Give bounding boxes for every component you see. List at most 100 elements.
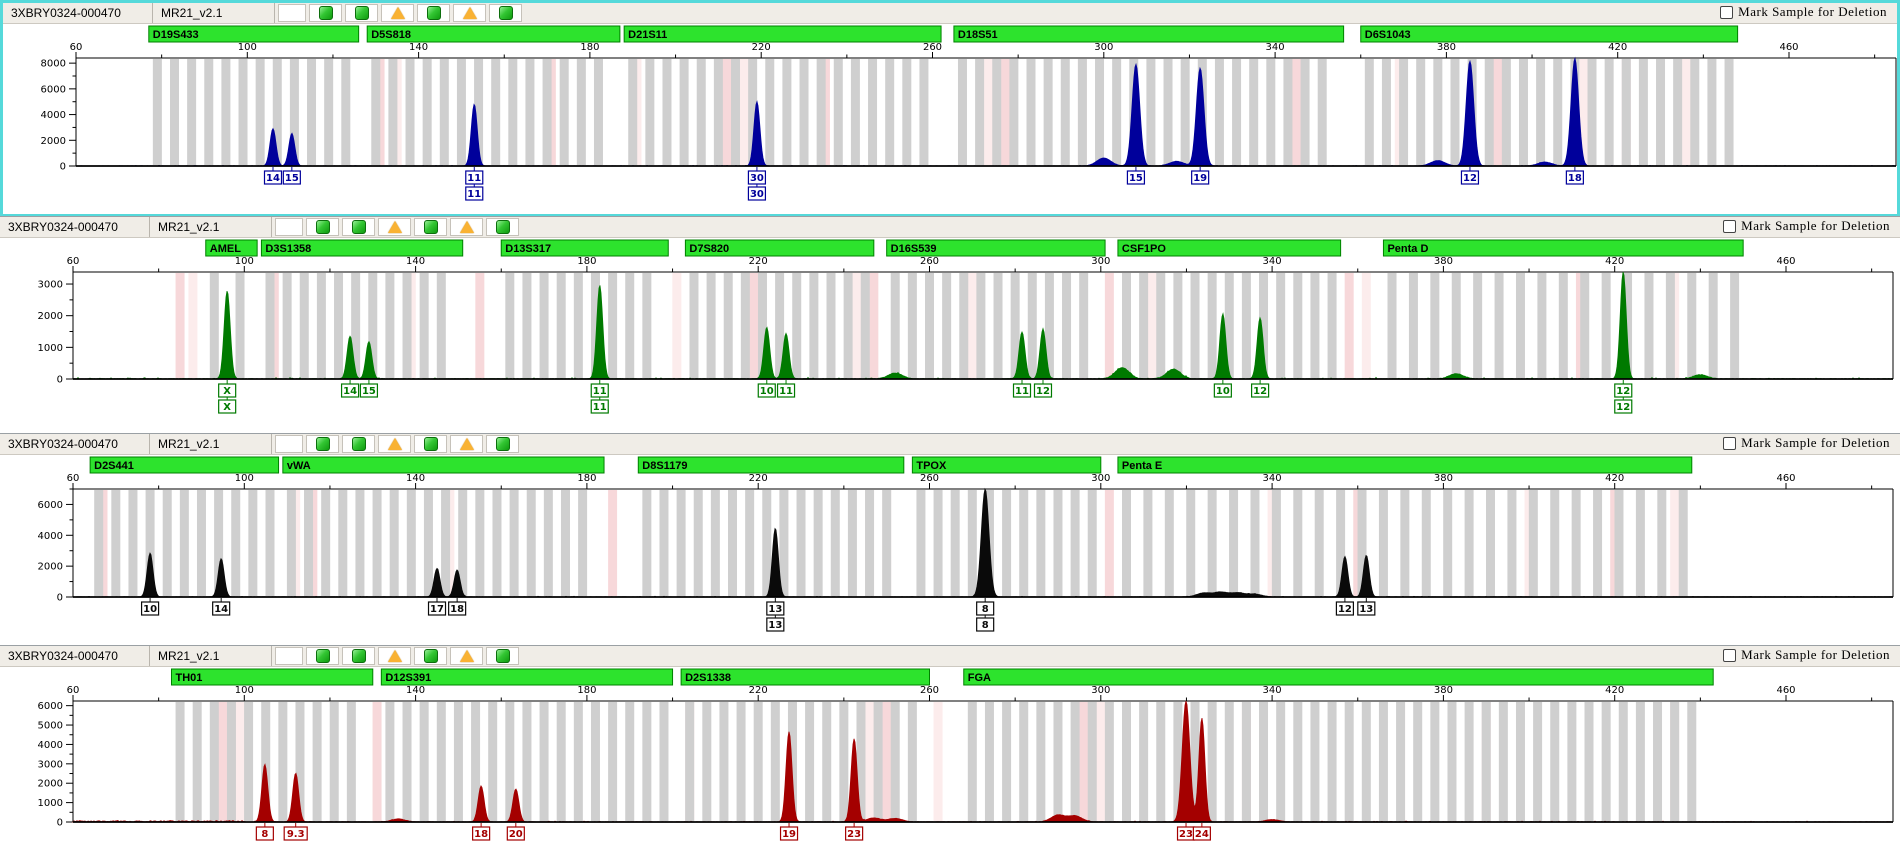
allele-label[interactable]: 12 (1460, 170, 1480, 185)
allele-label[interactable]: 12 (1614, 399, 1633, 414)
quality-icon-cell[interactable] (489, 4, 522, 22)
allele-label[interactable]: 11 (776, 383, 796, 398)
quality-icon-cell[interactable] (378, 218, 411, 236)
allele-value: 15 (362, 386, 376, 397)
allele-label[interactable]: 10 (140, 601, 160, 616)
sample-name: 3XBRY0324-000470 (0, 646, 150, 666)
x-tick-label: 420 (1608, 42, 1627, 53)
allele-label[interactable]: 13 (1357, 601, 1376, 616)
sample-header: 3XBRY0324-000470 MR21_v2.1 Mark Sample f… (3, 3, 1897, 24)
allele-label[interactable]: 19 (1191, 170, 1210, 185)
allele-value: 24 (1195, 829, 1209, 840)
allele-label[interactable]: 11 (590, 399, 609, 414)
allele-value: 8 (982, 604, 989, 615)
allele-label[interactable]: 12 (1335, 601, 1355, 616)
allele-label[interactable]: 20 (506, 826, 525, 841)
mark-deletion-checkbox[interactable] (1720, 5, 1734, 19)
x-tick-label: 380 (1437, 42, 1456, 53)
quality-icon-cell[interactable] (414, 435, 447, 453)
quality-icon-cell[interactable] (450, 218, 483, 236)
allele-label[interactable]: 23 (845, 826, 864, 841)
mark-deletion: Mark Sample for Deletion (1723, 218, 1890, 234)
y-tick-label: 2000 (38, 779, 63, 790)
allele-label[interactable]: 19 (779, 826, 799, 841)
allele-label[interactable]: 17 (427, 601, 447, 616)
marker-name: D6S1043 (1365, 29, 1411, 41)
allele-label[interactable]: 30 (747, 186, 767, 201)
x-tick-label: 100 (235, 473, 254, 484)
quality-icon-cell[interactable] (450, 435, 483, 453)
quality-icon-cell[interactable] (306, 435, 339, 453)
x-tick-label: 340 (1263, 256, 1282, 267)
quality-icon-cell[interactable] (486, 647, 519, 665)
status-ok-icon (315, 649, 330, 663)
allele-label[interactable]: X (218, 383, 237, 398)
quality-icon-cell[interactable] (486, 218, 519, 236)
quality-icon-cell[interactable] (306, 218, 339, 236)
quality-icon-cell[interactable] (306, 647, 339, 665)
x-tick-label: 300 (1091, 256, 1110, 267)
quality-icon-cell[interactable] (414, 647, 447, 665)
allele-label[interactable]: 18 (472, 826, 491, 841)
x-tick-label: 380 (1434, 685, 1453, 696)
allele-label[interactable]: 18 (448, 601, 467, 616)
allele-label[interactable]: 24 (1192, 826, 1211, 841)
allele-label[interactable]: 8 (255, 826, 274, 841)
electropherogram[interactable]: TH01 D12S391 D2S1338 FGA 60 100 140 180 220 260 30… (0, 667, 1900, 851)
electropherogram[interactable]: AMEL D3S1358 D13S317 D7S820 D16S539 CSF1PO Pen… (0, 238, 1900, 434)
allele-label[interactable]: 15 (282, 170, 301, 185)
status-ok-icon (495, 437, 510, 451)
allele-label[interactable]: 11 (1012, 383, 1032, 398)
mark-deletion-checkbox[interactable] (1723, 648, 1737, 662)
mark-deletion-checkbox[interactable] (1723, 436, 1737, 450)
quality-icon-cell[interactable] (381, 4, 414, 22)
allele-label[interactable]: 23 (1176, 826, 1196, 841)
sample-row[interactable]: 3XBRY0324-000470 MR21_v2.1 Mark Sample f… (0, 216, 1900, 434)
marker-bar: D21S11 (623, 25, 942, 43)
x-tick-label: 60 (70, 42, 83, 53)
sample-row[interactable]: 3XBRY0324-000470 MR21_v2.1 Mark Sample f… (0, 0, 1900, 216)
quality-icon-cell[interactable] (417, 4, 450, 22)
quality-icon-cell[interactable] (414, 218, 447, 236)
quality-icon-cell[interactable] (342, 647, 375, 665)
allele-label[interactable]: 9.3 (283, 826, 308, 841)
allele-label[interactable]: 11 (465, 186, 484, 201)
sample-row[interactable]: 3XBRY0324-000470 MR21_v2.1 Mark Sample f… (0, 645, 1900, 851)
allele-label[interactable]: 13 (766, 617, 785, 632)
quality-icon-cell[interactable] (309, 4, 342, 22)
allele-label[interactable]: 10 (757, 383, 776, 398)
allele-label[interactable]: 13 (766, 601, 785, 616)
allele-label[interactable]: 11 (465, 170, 484, 185)
allele-label[interactable]: 15 (359, 383, 379, 398)
allele-label[interactable]: 12 (1033, 383, 1053, 398)
marker-name: TH01 (175, 672, 202, 684)
allele-label[interactable]: 10 (1213, 383, 1232, 398)
marker-name: Penta D (1387, 243, 1428, 255)
marker-bar: TH01 (170, 668, 374, 686)
allele-label[interactable]: 14 (263, 170, 283, 185)
allele-label[interactable]: 15 (1126, 170, 1146, 185)
allele-label[interactable]: 12 (1251, 383, 1270, 398)
quality-icon-cell[interactable] (453, 4, 486, 22)
allele-label[interactable]: 12 (1614, 383, 1633, 398)
y-tick-label: 6000 (38, 500, 63, 511)
electropherogram[interactable]: D19S433 D5S818 D21S11 D18S51 D6S1043 60 100 140… (3, 24, 1897, 214)
electropherogram[interactable]: D2S441 vWA D8S1179 TPOX Penta E 60 100 140 180 22… (0, 455, 1900, 646)
allele-label[interactable]: X (218, 399, 237, 414)
allele-label[interactable]: 30 (747, 170, 767, 185)
quality-icon-cell[interactable] (450, 647, 483, 665)
quality-icon-cell[interactable] (378, 647, 411, 665)
quality-icon-cell[interactable] (342, 435, 375, 453)
allele-label[interactable]: 14 (340, 383, 360, 398)
quality-icon-cell[interactable] (345, 4, 378, 22)
quality-icon-cell[interactable] (342, 218, 375, 236)
quality-icon-cell[interactable] (378, 435, 411, 453)
allele-label[interactable]: 8 (976, 617, 995, 632)
allele-label[interactable]: 14 (212, 601, 231, 616)
allele-label[interactable]: 8 (976, 601, 995, 616)
mark-deletion-checkbox[interactable] (1723, 219, 1737, 233)
allele-label[interactable]: 18 (1565, 170, 1584, 185)
sample-row[interactable]: 3XBRY0324-000470 MR21_v2.1 Mark Sample f… (0, 433, 1900, 646)
allele-label[interactable]: 11 (590, 383, 609, 398)
quality-icon-cell[interactable] (486, 435, 519, 453)
